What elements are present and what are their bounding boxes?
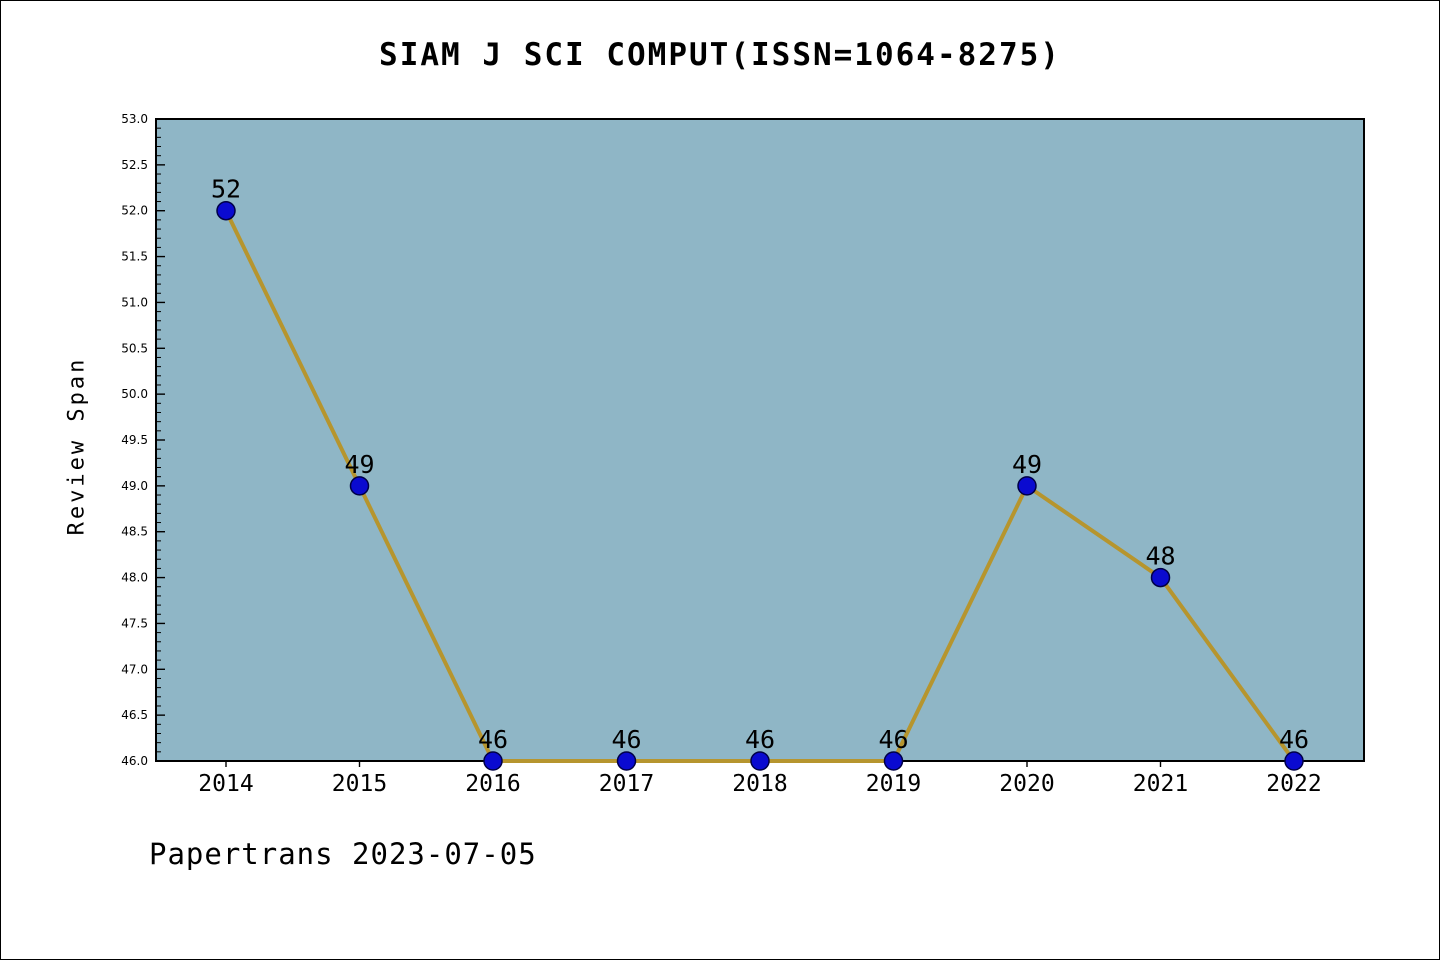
data-point: [1150, 567, 1171, 588]
y-tick-label: 46.5: [121, 708, 148, 722]
x-tick-label: 2022: [1266, 771, 1321, 797]
point-value-label: 46: [1279, 725, 1309, 754]
point-value-label: 46: [878, 725, 908, 754]
data-point: [616, 751, 637, 771]
point-value-label: 52: [211, 175, 241, 204]
footer-watermark: Papertrans 2023-07-05: [149, 837, 537, 871]
data-point: [750, 751, 770, 771]
y-tick-label: 46.0: [121, 754, 148, 768]
data-point: [349, 476, 370, 496]
data-point: [216, 200, 236, 221]
x-tick-label: 2019: [866, 771, 921, 797]
y-tick-label: 52.5: [121, 158, 148, 172]
x-tick-label: 2017: [599, 771, 654, 797]
y-tick-label: 48.0: [121, 571, 148, 585]
x-tick-label: 2018: [732, 771, 787, 797]
point-value-label: 46: [611, 725, 641, 754]
y-tick-label: 50.0: [121, 387, 148, 401]
chart-title: SIAM J SCI COMPUT(ISSN=1064-8275): [379, 37, 1061, 73]
y-tick-label: 52.0: [121, 204, 148, 218]
point-value-label: 48: [1145, 542, 1175, 571]
x-tick-label: 2014: [198, 771, 253, 797]
point-value-label: 46: [478, 725, 508, 754]
plot-area: [156, 119, 1364, 761]
y-tick-label: 51.5: [121, 250, 148, 264]
data-point: [1284, 751, 1304, 771]
data-point: [483, 751, 503, 771]
y-tick-label: 51.0: [121, 295, 148, 309]
y-tick-label: 47.0: [121, 662, 148, 676]
x-tick-label: 2020: [999, 771, 1054, 797]
y-tick-label: 48.5: [121, 525, 148, 539]
y-tick-label: 49.5: [121, 433, 148, 447]
point-value-label: 49: [1012, 450, 1042, 479]
x-tick-label: 2016: [465, 771, 520, 797]
point-value-label: 46: [745, 725, 775, 754]
y-tick-label: 47.5: [121, 616, 148, 630]
point-value-label: 49: [344, 450, 374, 479]
data-point: [1017, 476, 1037, 496]
x-tick-label: 2021: [1133, 771, 1188, 797]
y-tick-label: 53.0: [121, 112, 148, 126]
x-tick-label: 2015: [332, 771, 387, 797]
data-point: [883, 751, 904, 771]
y-tick-label: 50.5: [121, 341, 148, 355]
y-tick-label: 49.0: [121, 479, 148, 493]
